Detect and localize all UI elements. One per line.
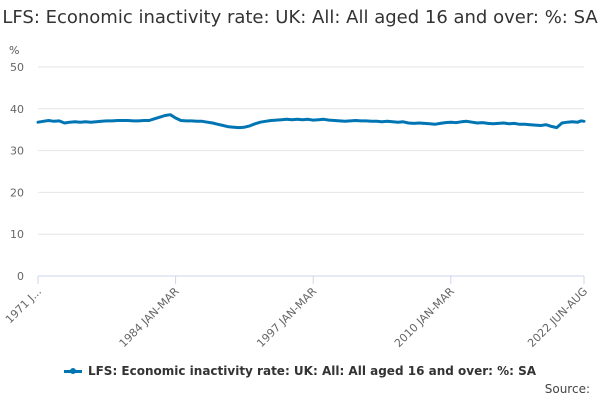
x-tick-label: 2010 JAN-MAR: [392, 285, 457, 350]
y-tick-label: 20: [10, 186, 24, 199]
y-tick-label: 50: [10, 61, 24, 74]
legend[interactable]: LFS: Economic inactivity rate: UK: All: …: [0, 364, 600, 378]
x-tick-label: 1984 JAN-MAR: [117, 285, 182, 350]
source-label: Source:: [544, 382, 590, 396]
y-axis-ticks: 0 10 20 30 40 50: [10, 61, 24, 283]
y-tick-label: 30: [10, 145, 24, 158]
gridlines: [38, 66, 584, 277]
y-axis-unit-label: %: [9, 44, 20, 57]
x-tick-label: 1997 JAN-MAR: [254, 285, 319, 350]
legend-label: LFS: Economic inactivity rate: UK: All: …: [87, 364, 537, 378]
y-tick-label: 40: [10, 103, 24, 116]
legend-swatch-icon: [63, 367, 82, 374]
y-tick-label: 10: [10, 228, 24, 241]
chart-title: LFS: Economic inactivity rate: UK: All: …: [2, 7, 598, 28]
y-tick-label: 0: [17, 270, 24, 283]
series-group: [36, 113, 586, 130]
x-tick-label: 2022 JUN-AUG: [525, 285, 590, 350]
x-axis: 1971 J... 1984 JAN-MAR 1997 JAN-MAR 2010 JA…: [3, 276, 590, 350]
series-line-0[interactable]: [36, 113, 586, 130]
x-tick-label: 1971 J...: [3, 285, 44, 326]
